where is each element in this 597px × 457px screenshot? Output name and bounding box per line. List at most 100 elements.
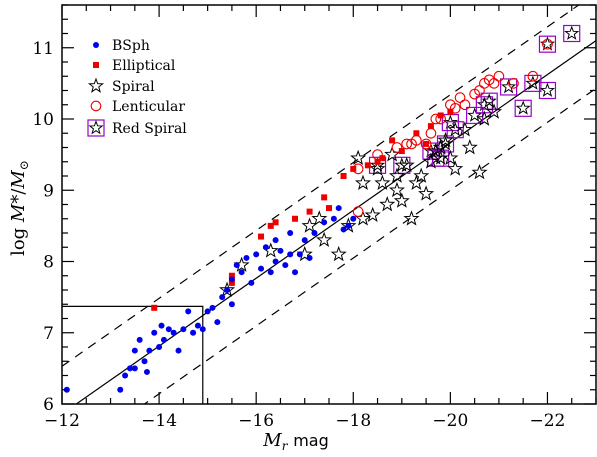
spiral-point [486, 103, 503, 119]
bsph-point [321, 219, 328, 226]
spiral-point [398, 156, 415, 173]
elliptical-point [364, 162, 371, 169]
bsph-point [151, 329, 158, 336]
red-spiral-point [538, 81, 557, 100]
legend-item-red-spiral: Red Spiral [87, 119, 187, 137]
spiral-point [418, 185, 435, 201]
red-spiral-point [538, 35, 557, 53]
elliptical-point [379, 155, 386, 162]
spiral-point [456, 121, 473, 137]
bsph-point [277, 247, 284, 254]
spiral-point [354, 174, 372, 190]
bsph-point [345, 222, 352, 229]
legend-item-bsph: BSph [93, 38, 150, 54]
bsph-point [180, 326, 187, 333]
spiral-point [442, 149, 459, 166]
bsph-point [258, 265, 265, 272]
x-tick-label: −14 [141, 411, 177, 431]
bsph-point [131, 365, 138, 372]
y-tick-label: 8 [43, 253, 54, 273]
spiral-point [461, 139, 478, 155]
elliptical-point [389, 137, 396, 144]
lenticular-point [425, 127, 437, 139]
lenticular-point [542, 38, 553, 50]
spiral-point [369, 160, 386, 176]
legend-label-lenticular: Lenticular [112, 99, 185, 115]
bsph-point [340, 226, 347, 233]
bsph-point [156, 344, 163, 350]
fit-line [75, 40, 596, 404]
bsph-point [243, 254, 250, 261]
bsph-point [335, 205, 342, 212]
bsph-point [143, 368, 150, 375]
axes: −12 −14 −16 −18 −20 −22 6 7 8 9 10 11 [32, 4, 597, 431]
lenticular-point [508, 78, 519, 89]
legend-marker-lenticular [90, 100, 102, 112]
bsph-point [287, 251, 294, 258]
legend-label-elliptical: Elliptical [112, 58, 176, 74]
spiral-point [301, 217, 318, 233]
spiral-point [413, 167, 430, 183]
legend-item-spiral: Spiral [87, 77, 155, 95]
lenticular-point [459, 99, 471, 111]
spiral-point [311, 210, 328, 226]
lenticular-point [430, 113, 442, 125]
bsph-point [292, 269, 299, 276]
bsph-point [141, 358, 148, 365]
elliptical-point [398, 148, 405, 155]
spiral-point [422, 153, 439, 169]
y-axis-denominator-sub: ⊙ [17, 160, 31, 170]
bsph-point [272, 258, 279, 265]
bsph-point [253, 251, 260, 258]
bsph-point [228, 301, 235, 308]
x-axis-subscript: r [282, 439, 289, 453]
x-tick-label: −22 [530, 411, 566, 431]
legend-marker-spiral [87, 77, 105, 93]
svg-text:log M*/M⊙: log M*/M⊙ [8, 160, 31, 256]
spiral-point [316, 231, 333, 247]
spiral-point [432, 139, 449, 155]
elliptical-point [267, 222, 274, 229]
red-spiral-point [563, 24, 581, 43]
legend-marker-bsph [93, 42, 99, 48]
bsph-point [272, 237, 279, 244]
x-tick-label: −18 [335, 411, 371, 431]
spiral-point [388, 167, 406, 183]
elliptical-point [374, 158, 381, 165]
elliptical-point [427, 123, 434, 130]
legend-item-elliptical: Elliptical [93, 58, 176, 74]
bsph-point [199, 326, 206, 333]
legend-marker-elliptical [93, 62, 99, 68]
bsph-point [146, 347, 153, 354]
y-tick-label: 6 [43, 395, 54, 415]
fit-upper-line [62, 5, 580, 367]
spiral-point [350, 149, 367, 166]
elliptical-point [340, 173, 347, 179]
bsph-point [175, 347, 182, 354]
bsph-point [238, 269, 245, 276]
bsph-point [165, 326, 172, 333]
elliptical-point [272, 219, 279, 226]
fit-lower-line [143, 87, 596, 404]
elliptical-point [228, 279, 235, 286]
spiral-point [471, 163, 488, 180]
bsph-point [122, 372, 129, 379]
spiral-point [437, 131, 454, 148]
spiral-point [364, 206, 381, 223]
y-tick-label: 7 [43, 324, 54, 344]
bsph-point [330, 215, 337, 222]
legend-label-bsph: BSph [112, 38, 150, 54]
bsph-point [233, 262, 240, 269]
bsph-point [209, 304, 216, 311]
y-tick-label: 9 [43, 181, 54, 201]
bsph-point [306, 254, 313, 261]
bsph-point [170, 329, 177, 336]
bsph-point [224, 287, 231, 293]
y-axis-numerator: M* [8, 195, 29, 223]
spiral-point [393, 192, 410, 208]
x-tick-label: −12 [44, 411, 80, 431]
bsph-point [185, 308, 192, 315]
lenticular-point [493, 70, 505, 82]
lenticular-point [420, 138, 432, 150]
